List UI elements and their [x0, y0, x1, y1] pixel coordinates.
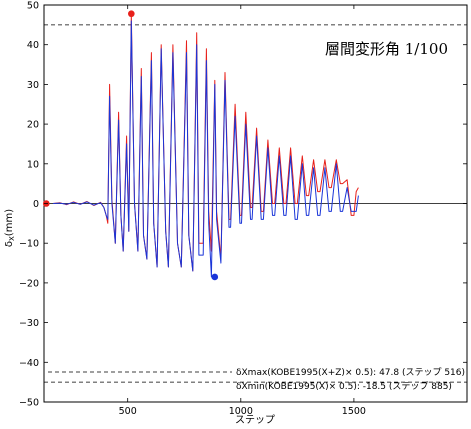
marker-point-1	[211, 273, 219, 281]
chart-annotation: 層間変形角 1/100	[325, 40, 448, 58]
marker-point-0	[128, 10, 135, 18]
y-tick-label: 20	[27, 120, 39, 131]
y-tick-label: −40	[19, 358, 39, 369]
tick-group: −50 −40 −30 −20 −10 0 10 20 30 40 50 500 1000 1500	[19, 1, 467, 417]
x-tick-label: 1000	[229, 406, 253, 417]
series-group	[52, 13, 359, 278]
y-tick-label: 40	[27, 40, 39, 51]
reference-lines	[44, 24, 467, 383]
y-tick-label: −20	[19, 278, 39, 289]
y-tick-label: 50	[27, 1, 39, 12]
x-tick-label: 500	[119, 406, 137, 417]
y-tick-label: −10	[19, 239, 39, 250]
y-tick-label: −30	[19, 318, 39, 329]
legend-entry-max: δXmax(KOBE1995(X+Z)× 0.5): 47.8 (ステップ 51…	[236, 367, 465, 378]
x-tick-label: 1500	[342, 406, 366, 417]
x-axis-label: ステップ	[235, 414, 275, 426]
y-tick-label: −50	[19, 398, 39, 409]
legend: δXmax(KOBE1995(X+Z)× 0.5): 47.8 (ステップ 51…	[48, 367, 465, 392]
y-tick-label: 30	[27, 80, 39, 91]
y-tick-label: 10	[27, 159, 39, 170]
legend-entry-min: δXmin(KOBE1995(X)× 0.5): -18.5 (ステップ 885…	[236, 381, 452, 392]
y-tick-label: 0	[33, 199, 39, 210]
series-line-blue	[52, 20, 359, 278]
y-axis-label: δX(mm)	[4, 209, 16, 247]
